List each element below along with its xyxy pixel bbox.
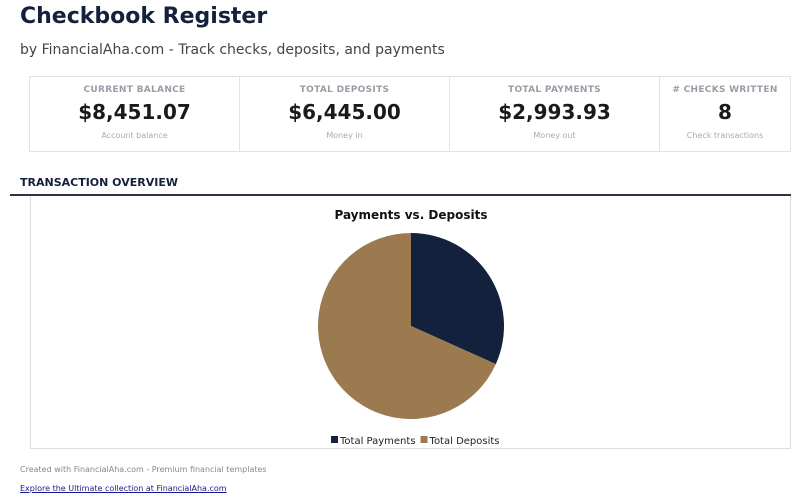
legend-swatch bbox=[420, 436, 428, 443]
card-value: 8 bbox=[718, 100, 732, 124]
section-title: TRANSACTION OVERVIEW bbox=[20, 176, 178, 189]
card-value: $6,445.00 bbox=[288, 100, 401, 124]
card-label: CURRENT BALANCE bbox=[83, 85, 186, 95]
section-divider bbox=[10, 194, 791, 196]
summary-cards: CURRENT BALANCE $8,451.07 Account balanc… bbox=[29, 76, 791, 152]
page-subtitle: by FinancialAha.com - Track checks, depo… bbox=[20, 42, 445, 58]
card-label: TOTAL PAYMENTS bbox=[508, 85, 601, 95]
card-total-payments: TOTAL PAYMENTS $2,993.93 Money out bbox=[450, 77, 660, 151]
card-sub: Money in bbox=[326, 131, 363, 140]
footer-text: Created with FinancialAha.com - Premium … bbox=[20, 465, 267, 474]
card-checks-written: # CHECKS WRITTEN 8 Check transactions bbox=[660, 77, 790, 151]
footer-link[interactable]: Explore the Ultimate collection at Finan… bbox=[20, 484, 227, 493]
card-label: # CHECKS WRITTEN bbox=[672, 85, 778, 95]
pie-slice-total-payments[interactable] bbox=[411, 233, 504, 365]
card-sub: Money out bbox=[533, 131, 576, 140]
legend-label[interactable]: Total Deposits bbox=[429, 436, 500, 447]
card-value: $8,451.07 bbox=[78, 100, 191, 124]
chart-container: Payments vs. Deposits Total Payments Tota… bbox=[30, 196, 791, 449]
pie-chart: Payments vs. Deposits Total Payments Tota… bbox=[317, 208, 504, 447]
chart-title: Payments vs. Deposits bbox=[334, 208, 487, 222]
card-label: TOTAL DEPOSITS bbox=[299, 85, 390, 95]
legend-swatch bbox=[331, 436, 338, 443]
card-value: $2,993.93 bbox=[498, 100, 611, 124]
card-sub: Account balance bbox=[101, 131, 168, 140]
legend-label[interactable]: Total Payments bbox=[339, 436, 416, 447]
pie-slice-total-deposits[interactable] bbox=[317, 233, 496, 419]
card-current-balance: CURRENT BALANCE $8,451.07 Account balanc… bbox=[30, 77, 240, 151]
card-total-deposits: TOTAL DEPOSITS $6,445.00 Money in bbox=[240, 77, 450, 151]
card-sub: Check transactions bbox=[686, 131, 764, 140]
page-title: Checkbook Register bbox=[20, 4, 268, 29]
